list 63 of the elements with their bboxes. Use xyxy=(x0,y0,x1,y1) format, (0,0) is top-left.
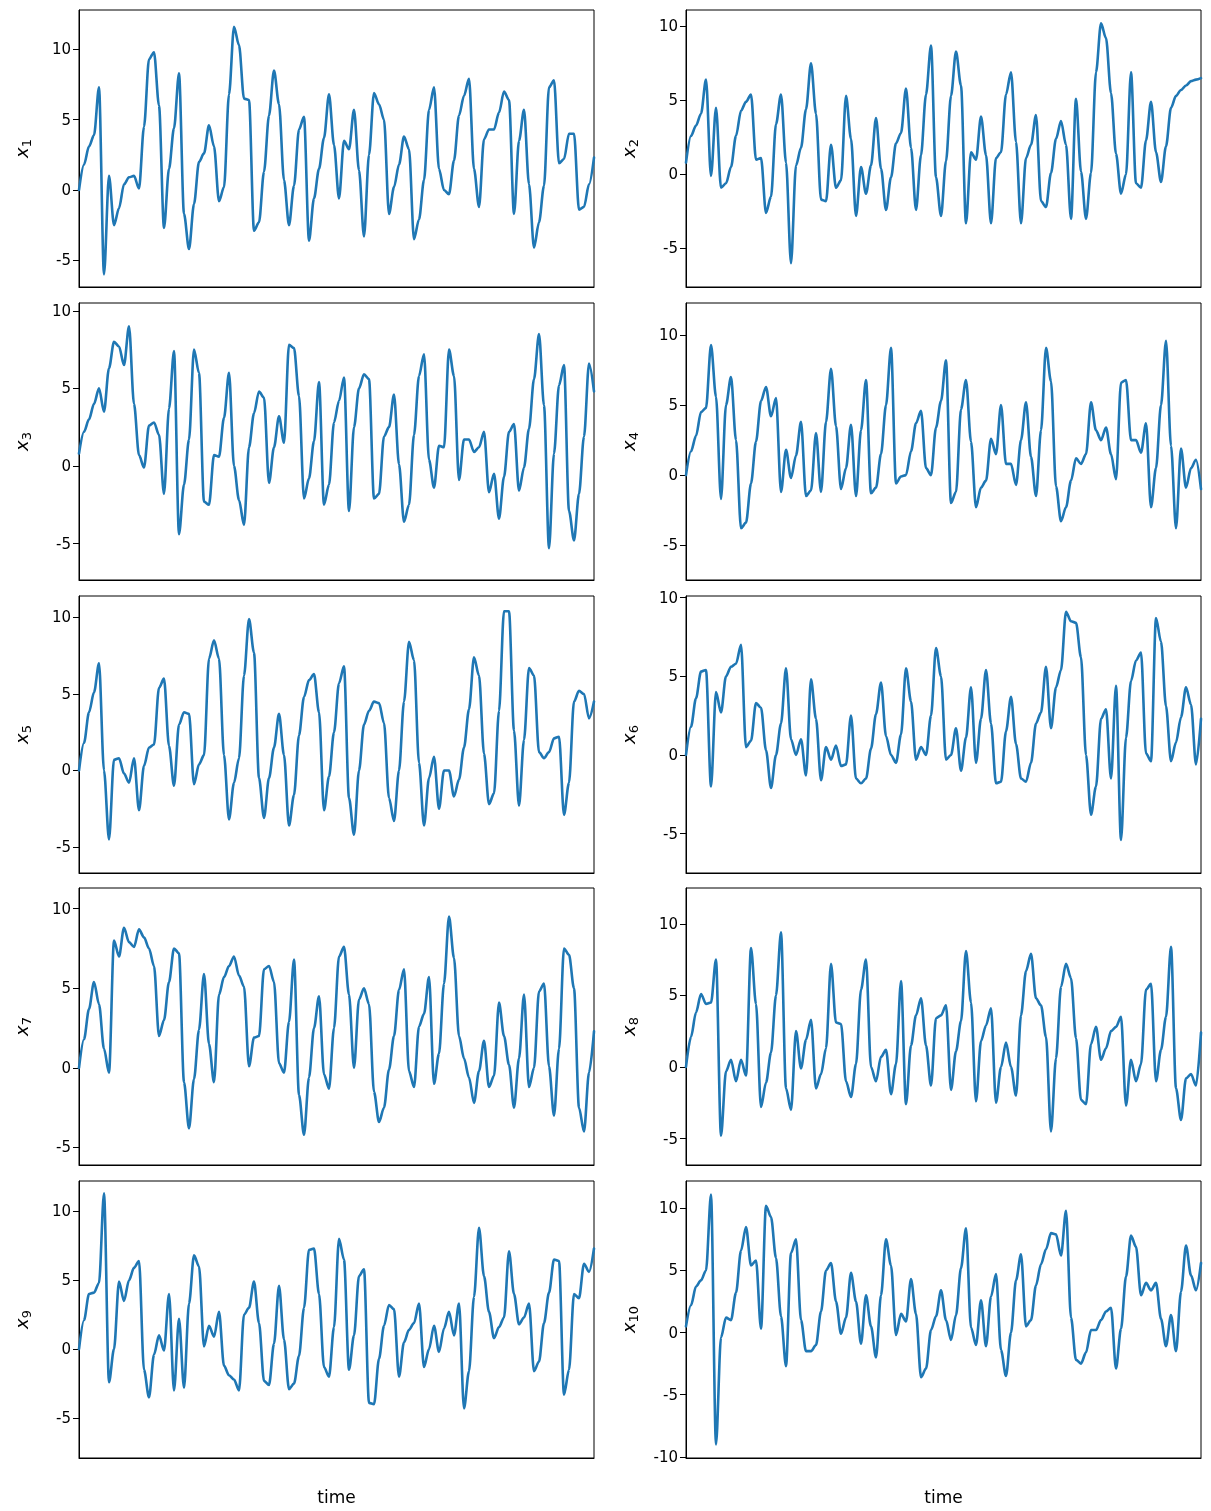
y-tick-label: 5 xyxy=(61,379,71,398)
y-tick-label: 0 xyxy=(668,465,678,484)
line-series xyxy=(684,931,1203,1138)
line-series xyxy=(77,915,596,1137)
line-series xyxy=(684,339,1203,530)
y-tick-label: 10 xyxy=(51,899,71,918)
y-tick-label: 10 xyxy=(658,915,678,934)
y-tick-label: -5 xyxy=(663,535,678,554)
y-tick-label: 0 xyxy=(61,1059,71,1078)
y-tick-label: 5 xyxy=(668,91,678,110)
y-tick-label: 0 xyxy=(61,760,71,779)
y-tick-label: 10 xyxy=(658,325,678,344)
y-axis-title: x3 xyxy=(10,431,34,452)
y-tick-label: 5 xyxy=(668,986,678,1005)
y-tick-label: 0 xyxy=(668,1323,678,1342)
y-tick-label: 10 xyxy=(658,1199,678,1218)
y-tick-label: -5 xyxy=(663,1385,678,1404)
line-series xyxy=(77,609,596,841)
y-tick-label: 10 xyxy=(658,588,678,607)
y-tick-label: 5 xyxy=(61,1271,71,1290)
y-tick-label: 5 xyxy=(668,666,678,685)
y-axis-title: x10 xyxy=(617,1305,641,1335)
x-axis-title: time xyxy=(924,1486,963,1507)
y-axis-title: x7 xyxy=(10,1017,34,1038)
y-tick-label: -5 xyxy=(56,251,71,270)
y-tick-label: 0 xyxy=(668,1058,678,1077)
x-axis-title: time xyxy=(317,1486,356,1507)
y-tick-label: 0 xyxy=(61,456,71,475)
y-tick-label: -5 xyxy=(56,1409,71,1428)
y-tick-label: -5 xyxy=(56,837,71,856)
y-tick-label: -5 xyxy=(663,824,678,843)
line-series xyxy=(77,1192,596,1410)
line-series xyxy=(77,25,596,276)
y-tick-label: 10 xyxy=(51,1202,71,1221)
y-tick-label: 5 xyxy=(61,684,71,703)
y-axis-title: x2 xyxy=(617,139,641,159)
line-series xyxy=(684,1193,1203,1446)
line-series xyxy=(77,324,596,550)
y-axis-title: x5 xyxy=(10,724,34,745)
line-series xyxy=(684,22,1203,265)
y-axis-title: x8 xyxy=(617,1017,641,1038)
line-series xyxy=(684,609,1203,841)
y-tick-label: 0 xyxy=(61,1340,71,1359)
y-axis-title: x6 xyxy=(617,724,641,745)
y-axis-title: x4 xyxy=(617,431,641,452)
y-tick-label: -5 xyxy=(663,239,678,258)
y-tick-label: -10 xyxy=(653,1447,678,1466)
y-tick-label: 5 xyxy=(61,979,71,998)
y-tick-label: 0 xyxy=(668,745,678,764)
y-tick-label: 0 xyxy=(668,165,678,184)
y-axis-title: x1 xyxy=(10,139,34,159)
y-tick-label: 10 xyxy=(51,607,71,626)
y-tick-label: 5 xyxy=(61,110,71,129)
y-tick-label: -5 xyxy=(56,1138,71,1157)
y-tick-label: 10 xyxy=(658,17,678,36)
y-tick-label: 5 xyxy=(668,1261,678,1280)
y-tick-label: -5 xyxy=(56,534,71,553)
y-tick-label: -5 xyxy=(663,1129,678,1148)
y-tick-label: 10 xyxy=(51,40,71,59)
y-tick-label: 5 xyxy=(668,395,678,414)
y-tick-label: 10 xyxy=(51,301,71,320)
y-tick-label: 0 xyxy=(61,180,71,199)
y-axis-title: x9 xyxy=(10,1310,34,1330)
